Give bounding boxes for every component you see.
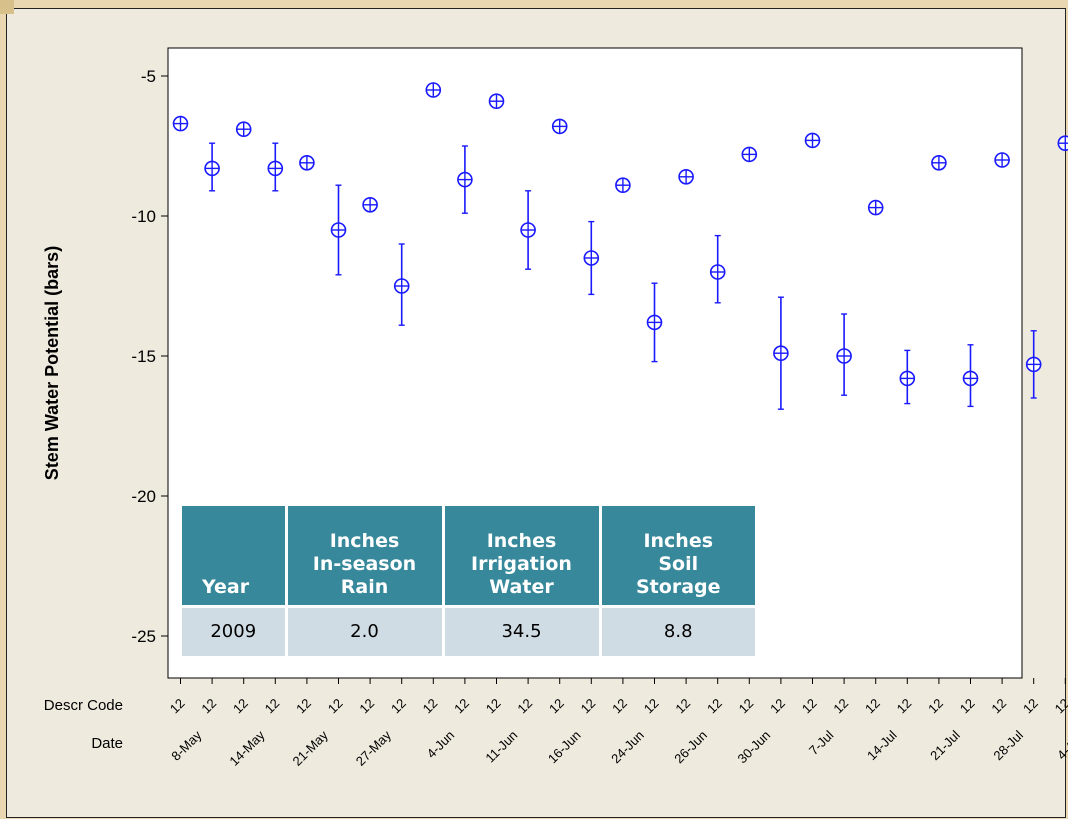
y-tick-label: -20 <box>131 487 156 506</box>
descr-code-tick-label: 12 <box>862 696 883 717</box>
date-tick-label: 21-May <box>290 727 332 769</box>
y-tick-label: -15 <box>131 347 156 366</box>
header-soil-line: Soil <box>658 552 699 575</box>
date-tick-label: 11-Jun <box>482 728 520 766</box>
y-tick-label: -10 <box>131 207 156 226</box>
header-irrigation: Inches Irrigation Water <box>443 506 602 606</box>
descr-code-tick-label: 12 <box>672 696 693 717</box>
descr-code-tick-label: 12 <box>704 696 725 717</box>
y-axis-label: Stem Water Potential (bars) <box>42 246 62 480</box>
date-label: Date <box>91 735 123 752</box>
descr-code-tick-label: 12 <box>514 696 535 717</box>
cell-irrigation: 34.5 <box>443 604 602 656</box>
cell-soil: 8.8 <box>600 604 755 656</box>
descr-code-tick-label: 12 <box>546 696 567 717</box>
date-tick-label: 14-May <box>226 727 268 769</box>
header-soil: Inches Soil Storage <box>600 506 755 606</box>
descr-code-label: Descr Code <box>44 697 123 714</box>
date-tick-label: 27-May <box>353 727 395 769</box>
cell-year: 2009 <box>182 604 288 656</box>
header-soil-line: Storage <box>636 575 721 598</box>
descr-code-tick-label: 12 <box>483 696 504 717</box>
table-row: 2009 2.0 34.5 8.8 <box>182 604 755 656</box>
descr-code-tick-label: 12 <box>641 696 662 717</box>
descr-code-tick-label: 12 <box>388 696 409 717</box>
y-tick-label: -25 <box>131 627 156 646</box>
date-tick-label: 28-Jul <box>990 727 1026 763</box>
data-points <box>172 82 1068 410</box>
date-tick-label: 30-Jun <box>735 728 774 767</box>
header-irrigation-line: Inches <box>486 529 557 552</box>
date-tick-label: 4-Aug <box>1054 728 1068 763</box>
descr-code-tick-label: 12 <box>957 696 978 717</box>
descr-code-tick-label: 12 <box>198 696 219 717</box>
date-tick-label: 26-Jun <box>671 728 710 767</box>
header-rain: Inches In-season Rain <box>286 506 445 606</box>
descr-code-tick-label: 12 <box>293 696 314 717</box>
descr-code-tick-label: 12 <box>988 696 1009 717</box>
cell-rain: 2.0 <box>286 604 445 656</box>
date-tick-label: 14-Jul <box>864 727 900 763</box>
date-tick-label: 8-May <box>168 727 204 763</box>
date-tick-label: 21-Jul <box>927 727 963 763</box>
descr-code-tick-label: 12 <box>356 696 377 717</box>
corner-decoration <box>0 0 14 14</box>
descr-code-tick-label: 12 <box>925 696 946 717</box>
header-rain-line: Rain <box>340 575 389 598</box>
descr-code-tick-label: 12 <box>830 696 851 717</box>
y-axis: -5 -10 -15 -20 -25 <box>131 67 168 646</box>
descr-code-tick-label: 12 <box>325 696 346 717</box>
descr-code-tick-label: 12 <box>420 696 441 717</box>
date-tick-label: 16-Jun <box>545 728 584 767</box>
irrigation-summary-table: Year Inches In-season Rain Inches Irriga… <box>182 506 755 656</box>
header-rain-line: Inches <box>329 529 400 552</box>
descr-code-tick-label: 12 <box>1020 696 1041 717</box>
descr-code-tick-label: 12 <box>894 696 915 717</box>
descr-code-tick-label: 12 <box>736 696 757 717</box>
header-irrigation-line: Water <box>489 575 554 598</box>
date-tick-label: 24-Jun <box>608 728 647 767</box>
descr-code-tick-label: 12 <box>230 696 251 717</box>
descr-code-tick-label: 12 <box>799 696 820 717</box>
header-rain-line: In-season <box>312 552 417 575</box>
descr-code-tick-label: 12 <box>609 696 630 717</box>
date-tick-label: 4-Jun <box>424 728 458 762</box>
table-header-row: Year Inches In-season Rain Inches Irriga… <box>182 506 755 606</box>
descr-code-tick-label: 12 <box>767 696 788 717</box>
y-tick-label: -5 <box>141 67 156 86</box>
x-axis: 12 12 12 12 12 12 12 12 12 12 12 12 12 12 12 12 12 12 12 12… <box>167 678 1068 769</box>
header-year: Year <box>182 506 288 606</box>
date-tick-label: 7-Jul <box>806 727 837 758</box>
descr-code-tick-label: 12 <box>451 696 472 717</box>
descr-code-tick-label: 12 <box>578 696 599 717</box>
header-year-line: Year <box>202 575 250 598</box>
descr-code-tick-label: 12 <box>167 696 188 717</box>
header-soil-line: Inches <box>643 529 714 552</box>
header-irrigation-line: Irrigation <box>471 552 572 575</box>
descr-code-tick-label: 12 <box>262 696 283 717</box>
descr-code-tick-label: 12 <box>1052 696 1068 717</box>
